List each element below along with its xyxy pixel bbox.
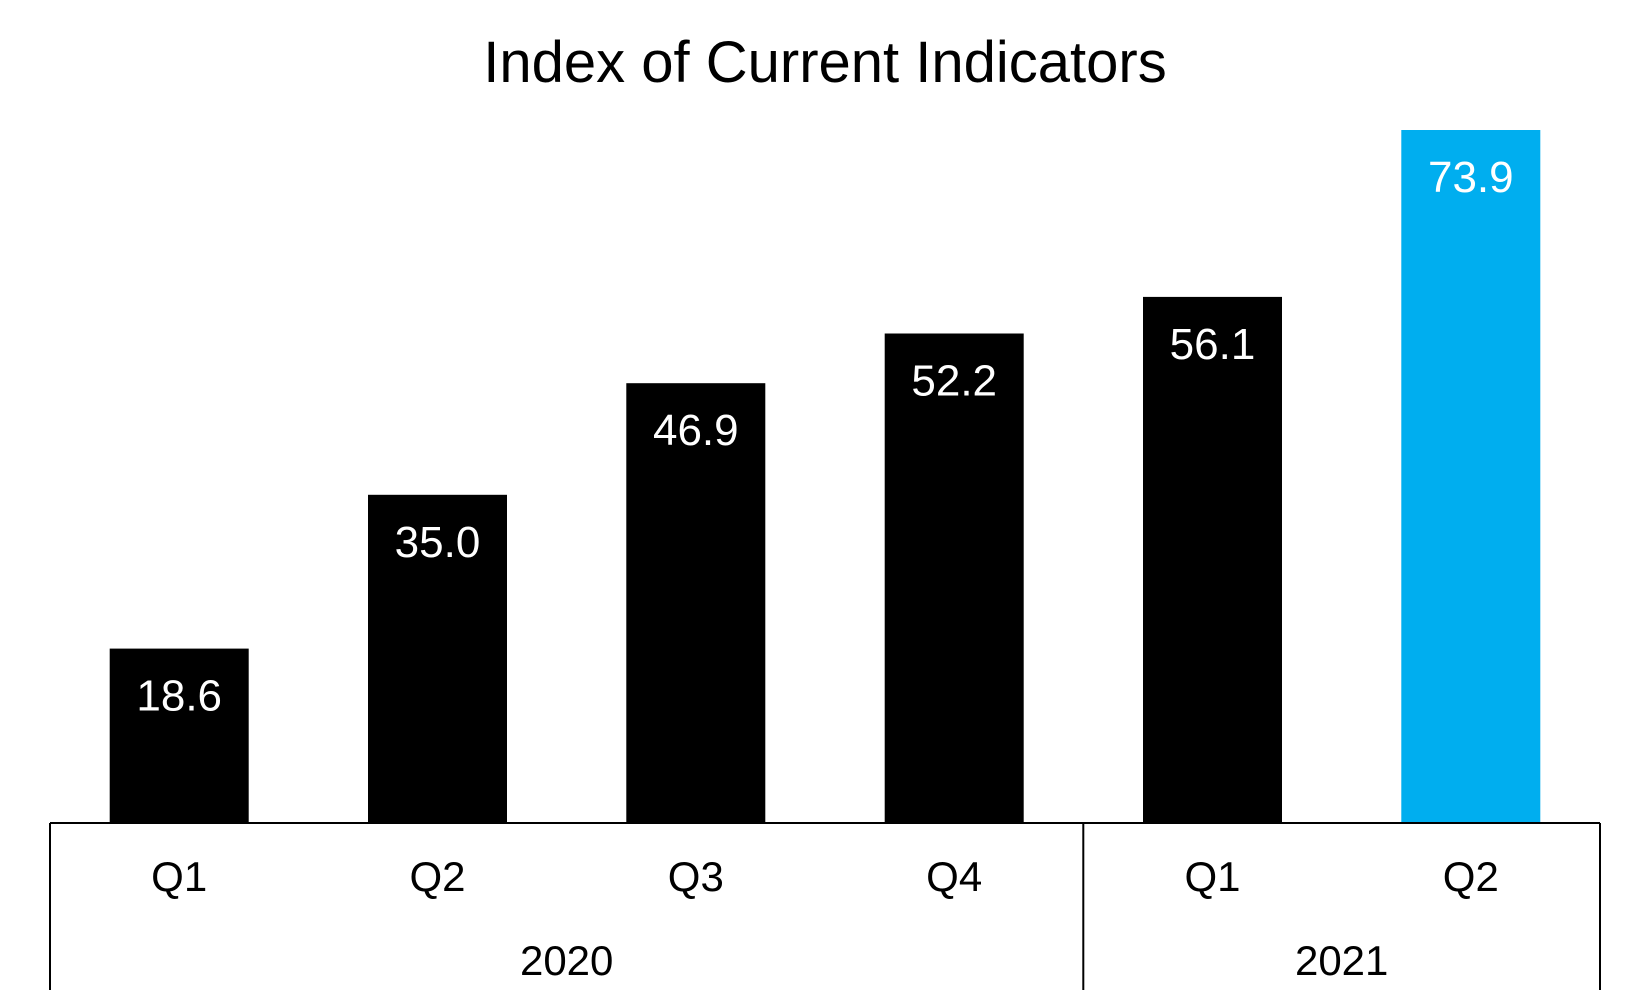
bar bbox=[1401, 130, 1541, 823]
bar-value-label: 18.6 bbox=[136, 672, 222, 721]
bar-value-label: 35.0 bbox=[395, 518, 481, 567]
category-tick-label: Q2 bbox=[1443, 853, 1499, 900]
category-tick-label: Q3 bbox=[668, 853, 724, 900]
category-tick-label: Q1 bbox=[151, 853, 207, 900]
bar bbox=[884, 333, 1024, 823]
bar bbox=[626, 383, 766, 823]
bar-value-label: 46.9 bbox=[653, 406, 739, 455]
category-tick-label: Q4 bbox=[926, 853, 982, 900]
category-axis: Q1 Q2 Q3 Q4 Q1 Q2 2020 2021 bbox=[49, 822, 1601, 990]
bar-value-label: 73.9 bbox=[1428, 153, 1514, 202]
group-label: 2020 bbox=[520, 937, 613, 984]
bar bbox=[368, 494, 507, 823]
bar-value-label: 56.1 bbox=[1170, 320, 1256, 369]
category-tick-label: Q2 bbox=[409, 853, 465, 900]
category-tick-label: Q1 bbox=[1184, 853, 1240, 900]
bars-layer: 18.6 35.0 46.9 52.2 56.1 73.9 bbox=[109, 130, 1541, 823]
bar-value-label: 52.2 bbox=[911, 357, 997, 406]
group-label: 2021 bbox=[1295, 937, 1388, 984]
bar bbox=[109, 648, 249, 823]
bar bbox=[1143, 296, 1282, 823]
chart-title: Index of Current Indicators bbox=[483, 30, 1167, 95]
